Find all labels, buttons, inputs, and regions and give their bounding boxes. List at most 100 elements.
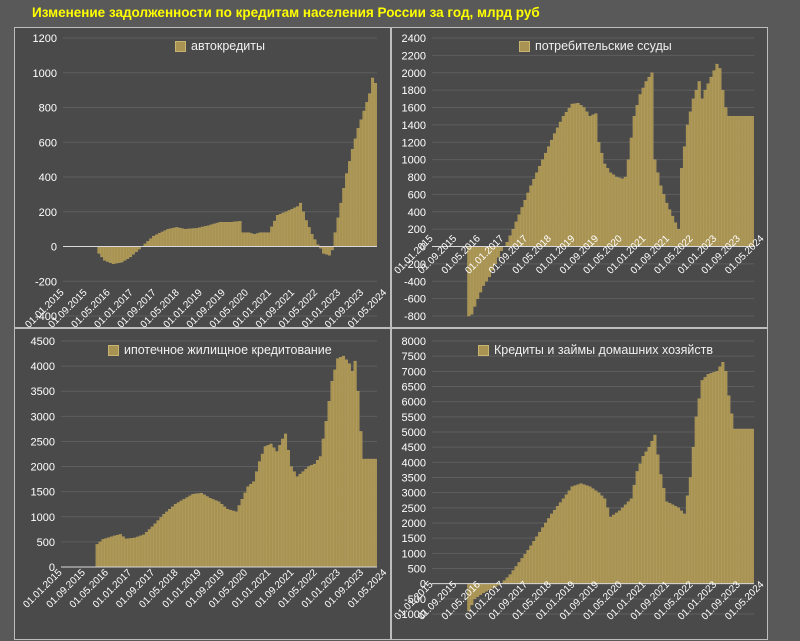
- chart-household-loans: -1000 -500 0 500 1000 1500 2000 2500 3000 3500 400…: [392, 336, 766, 623]
- bar: [339, 202, 343, 247]
- bar: [727, 116, 731, 247]
- bar: [194, 493, 198, 568]
- y-tick-label: 2000: [402, 518, 426, 530]
- y-tick-label: 5500: [402, 412, 426, 424]
- bar: [144, 532, 148, 568]
- bar: [241, 232, 245, 247]
- bar: [146, 241, 150, 247]
- bar: [191, 494, 195, 568]
- y-tick-label: -1000: [398, 609, 426, 621]
- bar: [269, 443, 273, 568]
- bar: [635, 105, 639, 247]
- y-tick-label: 8000: [402, 336, 426, 348]
- bar: [538, 165, 542, 247]
- bar: [229, 222, 233, 247]
- legend-label: потребительские ссуды: [535, 39, 672, 53]
- bar: [342, 188, 346, 247]
- bar: [712, 372, 716, 584]
- bar: [215, 222, 219, 247]
- bar: [224, 222, 228, 247]
- bar: [235, 221, 239, 247]
- bar: [368, 458, 372, 568]
- bar: [544, 152, 548, 247]
- y-tick-label: 1000: [402, 155, 426, 167]
- legend-consumer-loans: потребительские ссуды: [519, 39, 672, 53]
- bar: [579, 483, 583, 584]
- bar: [293, 207, 297, 247]
- bar: [204, 226, 207, 247]
- bar: [272, 447, 276, 568]
- bar: [365, 102, 369, 247]
- bar: [250, 233, 254, 247]
- bar: [252, 481, 256, 568]
- bar: [149, 238, 153, 247]
- legend-swatch: [519, 40, 530, 52]
- y-tick-label: 500: [37, 537, 55, 549]
- bar: [273, 220, 277, 247]
- bar: [183, 228, 187, 247]
- bar: [223, 506, 227, 568]
- y-tick-label: 3000: [31, 411, 55, 423]
- bar: [550, 139, 554, 247]
- y-tick-label: 1000: [31, 512, 55, 524]
- bar: [347, 363, 351, 568]
- y-tick-label: 800: [408, 172, 426, 184]
- bar: [307, 466, 311, 568]
- bar: [674, 222, 678, 247]
- bar: [342, 355, 346, 568]
- bar: [95, 544, 99, 568]
- bar: [730, 116, 734, 247]
- bar: [327, 246, 331, 256]
- bar: [552, 509, 556, 584]
- bar: [106, 246, 110, 262]
- bar: [126, 246, 130, 259]
- bar: [284, 433, 288, 568]
- y-tick-label: 1000: [402, 548, 426, 560]
- bar: [682, 513, 686, 584]
- bar: [227, 222, 230, 247]
- bar: [356, 128, 360, 247]
- bar: [603, 498, 607, 584]
- bar: [600, 495, 604, 584]
- bar: [255, 233, 259, 247]
- bar: [588, 486, 592, 584]
- y-tick-label: 800: [39, 103, 57, 115]
- bar: [237, 505, 241, 568]
- bar: [208, 498, 212, 568]
- bar: [733, 428, 737, 584]
- bar: [258, 232, 262, 247]
- bar: [228, 509, 232, 568]
- bar: [171, 506, 174, 568]
- bar: [721, 362, 725, 584]
- bar: [156, 520, 160, 568]
- y-tick-label: 500: [408, 564, 426, 576]
- bar: [252, 234, 256, 247]
- bar: [659, 474, 663, 584]
- bar: [635, 471, 639, 584]
- bar: [168, 509, 172, 568]
- bar: [220, 504, 224, 568]
- bar: [98, 541, 102, 568]
- bar: [324, 421, 328, 568]
- bar: [567, 107, 571, 247]
- legend-swatch: [108, 344, 119, 356]
- bar: [289, 466, 293, 568]
- bar: [597, 492, 601, 584]
- bar: [115, 534, 119, 568]
- bar: [267, 232, 271, 247]
- bar: [188, 495, 192, 568]
- bar: [205, 496, 209, 568]
- chart-auto-loans: -400-20002004006008001000120001.01.20150…: [23, 33, 389, 329]
- bar: [697, 81, 701, 247]
- bar: [322, 246, 326, 254]
- y-tick-label: 6500: [402, 382, 426, 394]
- bar: [142, 534, 145, 568]
- bar: [287, 210, 291, 247]
- bar: [591, 114, 595, 247]
- y-tick-label: -800: [404, 311, 426, 323]
- bar: [721, 89, 725, 247]
- bar: [470, 246, 474, 315]
- bar: [260, 453, 264, 568]
- y-tick-label: 0: [420, 242, 426, 254]
- legend-label: ипотечное жилищное кредитование: [124, 343, 332, 357]
